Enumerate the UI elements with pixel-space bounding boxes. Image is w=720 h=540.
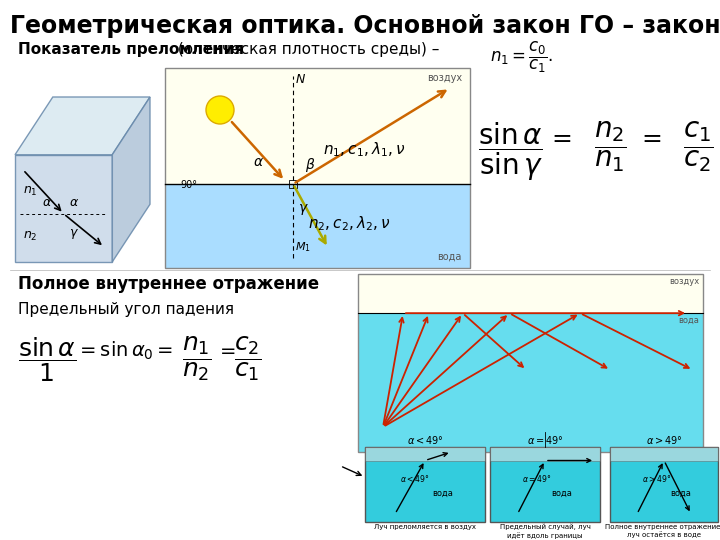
Text: вода: вода — [678, 316, 699, 325]
Text: $\alpha$: $\alpha$ — [42, 195, 52, 209]
Bar — [490, 447, 600, 461]
Text: $\alpha$: $\alpha$ — [253, 155, 264, 169]
Text: $\dfrac{n_1}{n_2}$: $\dfrac{n_1}{n_2}$ — [182, 335, 212, 383]
Text: $\alpha = 49°$: $\alpha = 49°$ — [523, 472, 552, 483]
Text: $\dfrac{c_1}{c_2}$: $\dfrac{c_1}{c_2}$ — [683, 120, 714, 174]
Text: $n_1, c_1, \lambda_1, \nu$: $n_1, c_1, \lambda_1, \nu$ — [323, 140, 405, 159]
Text: 90°: 90° — [180, 180, 197, 190]
Bar — [15, 155, 112, 262]
Bar — [358, 274, 703, 452]
Text: $\alpha < 49°$: $\alpha < 49°$ — [407, 434, 444, 446]
Bar — [358, 274, 703, 313]
Polygon shape — [15, 97, 150, 155]
Text: Полное внутреннее отражение: Полное внутреннее отражение — [18, 275, 319, 293]
Text: Луч преломляется в воздух: Луч преломляется в воздух — [374, 524, 476, 530]
Text: $N$: $N$ — [295, 73, 306, 86]
Text: $\gamma$: $\gamma$ — [298, 202, 309, 217]
Bar — [358, 313, 703, 452]
Bar — [165, 184, 470, 268]
Bar — [365, 447, 485, 461]
Text: воздух: воздух — [427, 73, 462, 83]
Bar — [165, 68, 470, 184]
Text: Предельный случай, луч
идёт вдоль границы: Предельный случай, луч идёт вдоль границ… — [500, 524, 590, 538]
Text: $=$: $=$ — [216, 340, 236, 359]
Text: Геометрическая оптика. Основной закон ГО – закон Снелля: Геометрическая оптика. Основной закон ГО… — [10, 14, 720, 38]
Text: $=$: $=$ — [547, 125, 572, 149]
Text: $M_1$: $M_1$ — [295, 240, 311, 254]
Text: вода: вода — [433, 489, 454, 498]
Text: $\alpha > 49°$: $\alpha > 49°$ — [646, 434, 683, 446]
Text: $n_2$: $n_2$ — [23, 230, 37, 243]
Text: $\dfrac{n_2}{n_1}$: $\dfrac{n_2}{n_1}$ — [593, 120, 626, 174]
Bar — [490, 447, 600, 522]
Bar — [610, 447, 718, 461]
Text: Предельный угол падения: Предельный угол падения — [18, 302, 234, 317]
Text: $\gamma$: $\gamma$ — [68, 227, 78, 241]
Text: $n_1$: $n_1$ — [23, 185, 37, 198]
Circle shape — [206, 96, 234, 124]
Text: $= \sin\alpha_0 =$: $= \sin\alpha_0 =$ — [76, 340, 174, 362]
Text: $n_2, c_2, \lambda_2, \nu$: $n_2, c_2, \lambda_2, \nu$ — [308, 214, 390, 233]
Text: (оптическая плотность среды) –: (оптическая плотность среды) – — [173, 42, 444, 57]
Text: вода: вода — [670, 489, 690, 498]
Text: Полное внутреннее отражение,
луч остаётся в воде: Полное внутреннее отражение, луч остаётс… — [606, 524, 720, 538]
Text: $\alpha > 49°$: $\alpha > 49°$ — [642, 472, 671, 483]
Text: $\dfrac{\sin\alpha}{1}$: $\dfrac{\sin\alpha}{1}$ — [18, 335, 76, 384]
Bar — [165, 68, 470, 268]
Bar — [610, 447, 718, 522]
Text: $\alpha = 49°$: $\alpha = 49°$ — [526, 434, 563, 446]
Text: Показатель преломления: Показатель преломления — [18, 42, 244, 57]
Text: $\alpha$: $\alpha$ — [68, 195, 78, 209]
Bar — [365, 447, 485, 522]
Polygon shape — [112, 97, 150, 262]
Bar — [289, 180, 297, 188]
Text: $\alpha < 49°$: $\alpha < 49°$ — [400, 472, 429, 483]
Text: $=$: $=$ — [637, 125, 662, 149]
Text: $n_1 = \dfrac{c_0}{c_1}.$: $n_1 = \dfrac{c_0}{c_1}.$ — [490, 40, 554, 75]
Text: $\dfrac{c_2}{c_1}$: $\dfrac{c_2}{c_1}$ — [234, 335, 261, 383]
Text: вода: вода — [551, 489, 572, 498]
Text: $\dfrac{\sin\alpha}{\sin\gamma}$: $\dfrac{\sin\alpha}{\sin\gamma}$ — [477, 120, 542, 183]
Text: вода: вода — [438, 252, 462, 262]
Text: воздух: воздух — [669, 277, 699, 286]
Text: $\beta$: $\beta$ — [305, 156, 315, 174]
